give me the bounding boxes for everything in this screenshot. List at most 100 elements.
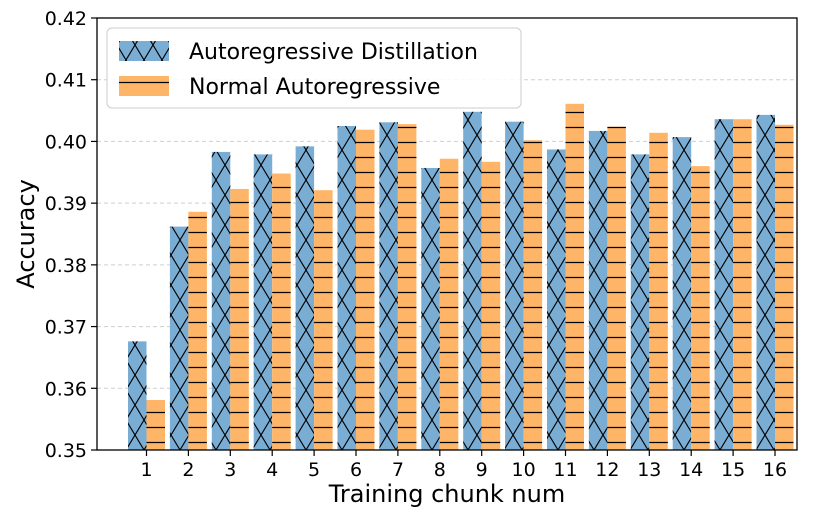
bar-hatch [295,146,315,450]
y-tick-label: 0.35 [45,440,87,462]
bar-hatch [146,400,165,450]
bar-distillation-8 [421,167,440,451]
bar-hatch [649,132,668,450]
bar-distillation-12 [588,130,608,451]
x-tick-label: 9 [476,459,488,481]
bar-distillation-4 [253,154,273,451]
bar-hatch [337,126,356,450]
x-tick-label: 16 [763,459,787,481]
bar-hatch [733,119,752,450]
bar-hatch [230,188,249,450]
x-tick-label: 8 [434,459,446,481]
bar-normal-5 [314,190,333,450]
bar-hatch [565,103,584,450]
bar-normal-12 [607,126,626,451]
y-tick-label: 0.37 [45,317,87,339]
legend: Autoregressive Distillation Normal Autor… [106,27,522,109]
bar-distillation-3 [211,151,231,451]
bar-hatch [630,154,650,451]
bar-distillation-1 [128,341,147,450]
x-tick-label: 4 [266,459,278,481]
y-tick-label: 0.36 [45,378,87,400]
bar-hatch [253,154,273,451]
bar-distillation-14 [672,137,692,450]
bar-hatch [607,126,626,451]
bar-hatch [523,140,543,451]
legend-label-distillation: Autoregressive Distillation [189,40,478,65]
x-tick-label: 2 [182,459,194,481]
bar-hatch [547,149,566,451]
bar-distillation-10 [505,121,524,451]
x-axis: 1 2 3 4 5 6 7 8 9 10 11 12 13 14 15 16 [140,450,787,481]
bar-distillation-2 [169,226,189,450]
plot-frame [96,17,798,451]
y-tick-label: 0.41 [45,70,87,92]
bar-distillation-16 [756,114,775,451]
bar-hatch [481,161,501,450]
bar-normal-15 [733,119,752,450]
x-tick-label: 1 [140,459,152,481]
x-tick-label: 10 [512,459,536,481]
bar-normal-10 [523,140,543,451]
bar-normal-7 [397,124,417,451]
bar-normal-6 [356,129,375,450]
bar-normal-16 [775,124,794,450]
bar-normal-4 [272,173,291,450]
bar-distillation-7 [379,122,398,450]
bar-hatch [672,137,692,450]
legend-item-distillation: Autoregressive Distillation [119,40,478,65]
bars-group [128,103,794,451]
bar-hatch [439,158,459,451]
bar-normal-13 [649,132,668,450]
bar-normal-8 [439,158,459,451]
bar-normal-14 [691,166,710,450]
legend-item-normal: Normal Autoregressive [119,75,440,100]
bar-distillation-11 [547,149,566,451]
bar-normal-1 [146,400,165,450]
bar-hatch [188,211,207,450]
bar-distillation-9 [463,111,482,450]
y-tick-label: 0.42 [45,8,87,30]
x-tick-label: 5 [308,459,320,481]
bar-normal-2 [188,211,207,450]
x-tick-label: 13 [637,459,661,481]
bar-hatch [169,226,189,450]
x-axis-title: Training chunk num [328,480,565,508]
bar-distillation-6 [337,126,356,450]
bar-hatch [505,121,524,451]
bar-hatch [691,166,710,450]
legend-label-normal: Normal Autoregressive [189,75,440,100]
y-tick-label: 0.38 [45,255,87,277]
x-tick-label: 3 [224,459,236,481]
bar-hatch [775,124,794,450]
bar-hatch [421,167,440,451]
x-tick-label: 11 [553,459,577,481]
x-tick-label: 15 [721,459,745,481]
y-axis-title: Accuracy [12,179,40,289]
bar-distillation-15 [714,119,734,450]
legend-frame [106,27,522,109]
bar-hatch [756,114,775,451]
bar-distillation-5 [295,146,315,450]
bar-normal-11 [565,103,584,450]
bar-hatch [128,341,147,450]
bar-hatch [314,190,333,450]
bar-hatch [211,151,231,451]
bar-hatch [397,124,417,451]
y-axis: 0.35 0.36 0.37 0.38 0.39 0.40 0.41 0.42 [45,8,97,462]
y-tick-label: 0.40 [45,131,87,153]
bar-normal-9 [481,161,501,450]
x-tick-label: 7 [392,459,404,481]
bar-hatch [379,122,398,450]
bar-hatch [356,129,375,450]
bar-hatch [714,119,734,450]
bar-normal-3 [230,188,249,450]
y-tick-label: 0.39 [45,193,87,215]
x-tick-label: 6 [350,459,362,481]
x-tick-label: 12 [595,459,619,481]
x-tick-label: 14 [679,459,703,481]
bar-hatch [588,130,608,451]
bar-hatch [272,173,291,450]
bar-hatch [463,111,482,450]
